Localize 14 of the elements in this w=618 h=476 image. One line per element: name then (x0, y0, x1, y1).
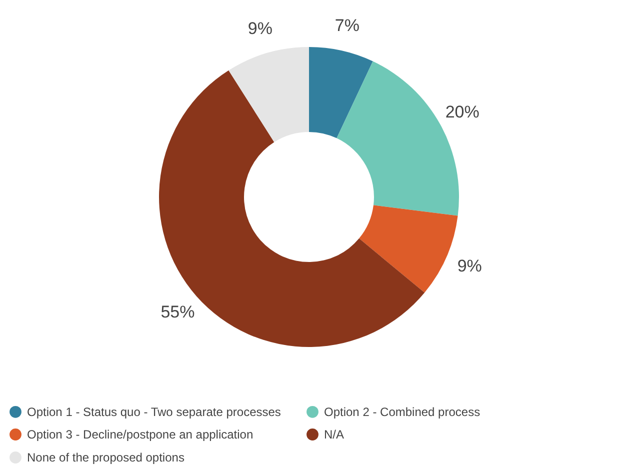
legend-label: Option 1 - Status quo - Two separate processes (27, 404, 281, 419)
data-label: 55% (160, 302, 195, 322)
data-label: 7% (334, 16, 360, 36)
data-label: 9% (248, 18, 272, 38)
legend-label: Option 3 - Decline/postpone an application (27, 428, 254, 442)
data-label: 20% (445, 102, 480, 122)
donut-slice (309, 47, 373, 138)
data-label: 9% (457, 256, 482, 276)
donut-slice (228, 47, 309, 142)
legend-label: None of the proposed options (27, 450, 184, 464)
legend-label: Option 2 - Combined process (324, 404, 480, 419)
donut-slice (159, 70, 425, 347)
legend-label: N/A (324, 428, 344, 442)
donut-slice (359, 205, 458, 293)
